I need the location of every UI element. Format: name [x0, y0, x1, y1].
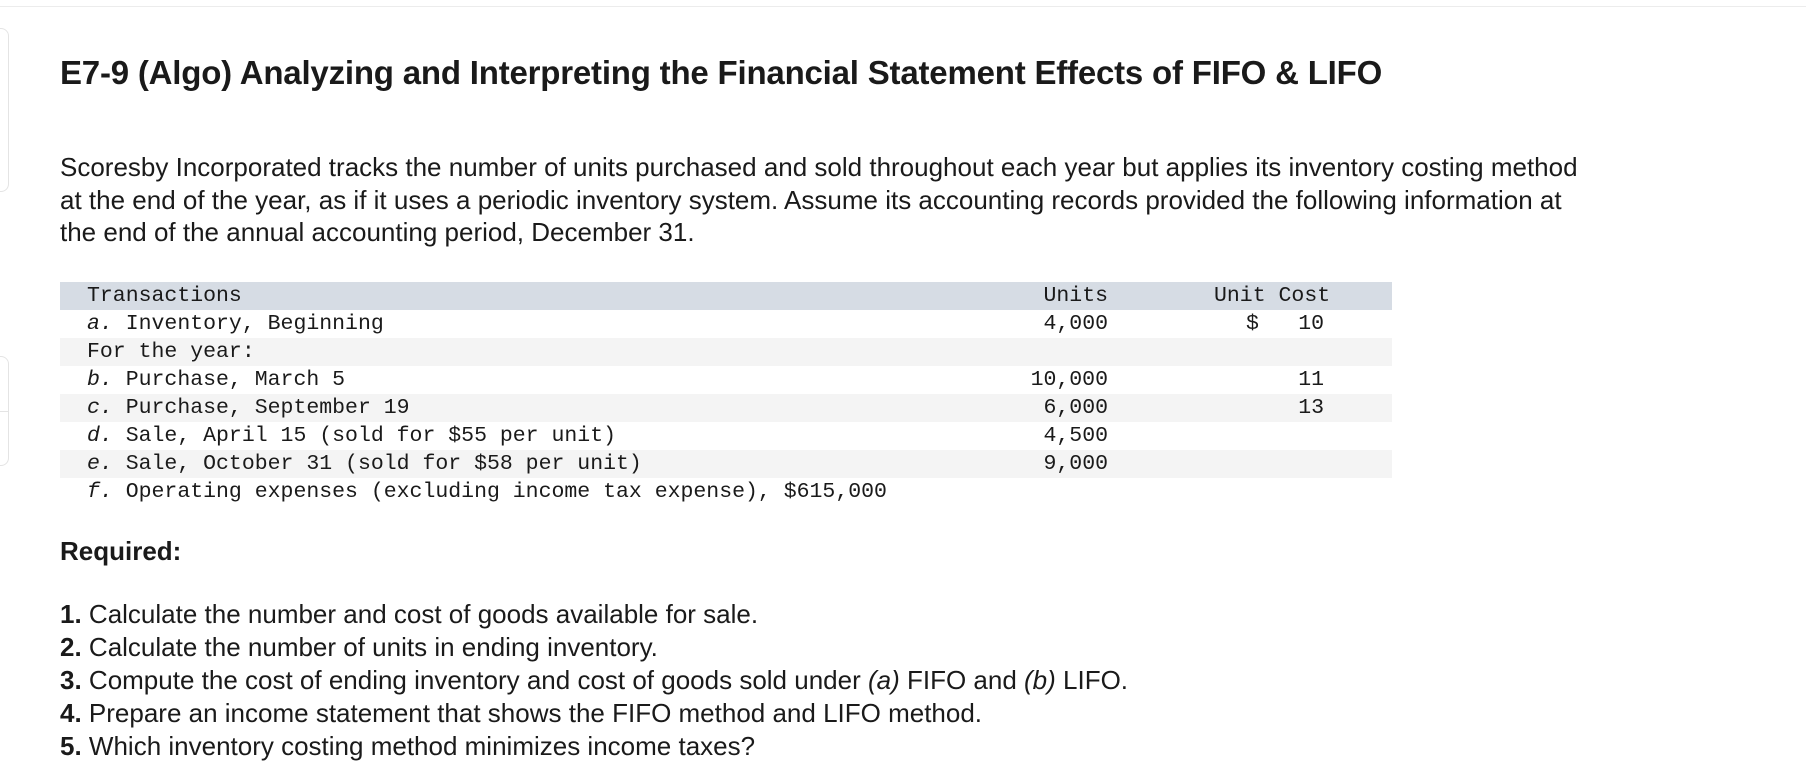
requirement-number: 5.	[60, 731, 82, 761]
intro-line: the end of the annual accounting period,…	[60, 217, 695, 247]
row-units: 9,000	[1043, 452, 1108, 476]
header-units: Units	[1043, 284, 1108, 308]
requirement-item: 3. Compute the cost of ending inventory …	[60, 664, 1128, 697]
side-panel-divider	[0, 411, 8, 412]
table-header-row: Transactions Units Unit Cost	[60, 282, 1392, 310]
row-text: Sale, October 31 (sold for $58 per unit)	[112, 452, 642, 476]
table-row: e. Sale, October 31 (sold for $58 per un…	[60, 450, 1392, 478]
top-divider	[0, 6, 1806, 7]
row-letter: c.	[87, 396, 113, 420]
row-description: e. Sale, October 31 (sold for $58 per un…	[87, 450, 642, 478]
requirement-text: FIFO and	[899, 665, 1025, 695]
requirement-item: 4. Prepare an income statement that show…	[60, 697, 1128, 730]
row-unit-cost: 11	[1298, 368, 1324, 392]
row-text: For the year:	[87, 340, 255, 364]
row-description: For the year:	[87, 338, 255, 366]
requirement-item: 5. Which inventory costing method minimi…	[60, 730, 1128, 763]
requirement-text: Calculate the number of units in ending …	[81, 632, 658, 662]
header-unit-cost: Unit Cost	[1214, 284, 1331, 308]
side-panel-tab-group[interactable]	[0, 356, 9, 466]
header-transactions: Transactions	[87, 284, 242, 308]
table-row: d. Sale, April 15 (sold for $55 per unit…	[60, 422, 1392, 450]
requirement-text: LIFO.	[1055, 665, 1129, 695]
requirement-number: 4.	[60, 698, 82, 728]
table-row: a. Inventory, Beginning 4,000 $ 10	[60, 310, 1392, 338]
row-description: c. Purchase, September 19	[87, 394, 410, 422]
row-description: f. Operating expenses (excluding income …	[87, 478, 887, 506]
row-units: 6,000	[1043, 396, 1108, 420]
transactions-table: Transactions Units Unit Cost a. Inventor…	[60, 282, 1392, 506]
requirement-part-a: (a)	[867, 665, 900, 695]
row-description: d. Sale, April 15 (sold for $55 per unit…	[87, 422, 616, 450]
requirement-number: 1.	[60, 599, 82, 629]
row-units: 4,500	[1043, 424, 1108, 448]
requirement-item: 1. Calculate the number and cost of good…	[60, 598, 1128, 631]
table-row: c. Purchase, September 19 6,000 13	[60, 394, 1392, 422]
row-unit-cost: 13	[1298, 396, 1324, 420]
table-row: b. Purchase, March 5 10,000 11	[60, 366, 1392, 394]
row-text: Operating expenses (excluding income tax…	[112, 480, 887, 504]
requirement-item: 2. Calculate the number of units in endi…	[60, 631, 1128, 664]
row-units: 4,000	[1043, 312, 1108, 336]
row-cost-symbol: $	[1246, 312, 1259, 336]
requirements-list: 1. Calculate the number and cost of good…	[60, 598, 1128, 763]
row-text: Purchase, March 5	[112, 368, 346, 392]
row-letter: f.	[87, 480, 113, 504]
row-letter: a.	[87, 312, 113, 336]
row-description: a. Inventory, Beginning	[87, 310, 384, 338]
table-row: f. Operating expenses (excluding income …	[60, 478, 1392, 506]
row-letter: e.	[87, 452, 113, 476]
page-title: E7-9 (Algo) Analyzing and Interpreting t…	[60, 54, 1383, 91]
table-row: For the year:	[60, 338, 1392, 366]
row-text: Sale, April 15 (sold for $55 per unit)	[112, 424, 616, 448]
requirement-text: Calculate the number and cost of goods a…	[81, 599, 759, 629]
row-text: Inventory, Beginning	[112, 312, 384, 336]
intro-line: Scoresby Incorporated tracks the number …	[60, 152, 1578, 182]
problem-intro: Scoresby Incorporated tracks the number …	[60, 151, 1760, 249]
row-unit-cost: 10	[1298, 312, 1324, 336]
side-panel-tab[interactable]	[0, 28, 9, 192]
required-heading: Required:	[60, 536, 182, 566]
row-text: Purchase, September 19	[112, 396, 410, 420]
intro-line: at the end of the year, as if it uses a …	[60, 184, 1562, 215]
requirement-text: Compute the cost of ending inventory and…	[81, 665, 868, 695]
row-letter: b.	[87, 368, 113, 392]
requirement-number: 3.	[60, 665, 82, 695]
row-letter: d.	[87, 424, 113, 448]
requirement-text: Which inventory costing method minimizes…	[81, 731, 756, 761]
requirement-number: 2.	[60, 632, 82, 662]
requirement-text: Prepare an income statement that shows t…	[81, 698, 983, 728]
row-units: 10,000	[1030, 368, 1108, 392]
row-description: b. Purchase, March 5	[87, 366, 345, 394]
requirement-part-b: (b)	[1024, 665, 1056, 695]
